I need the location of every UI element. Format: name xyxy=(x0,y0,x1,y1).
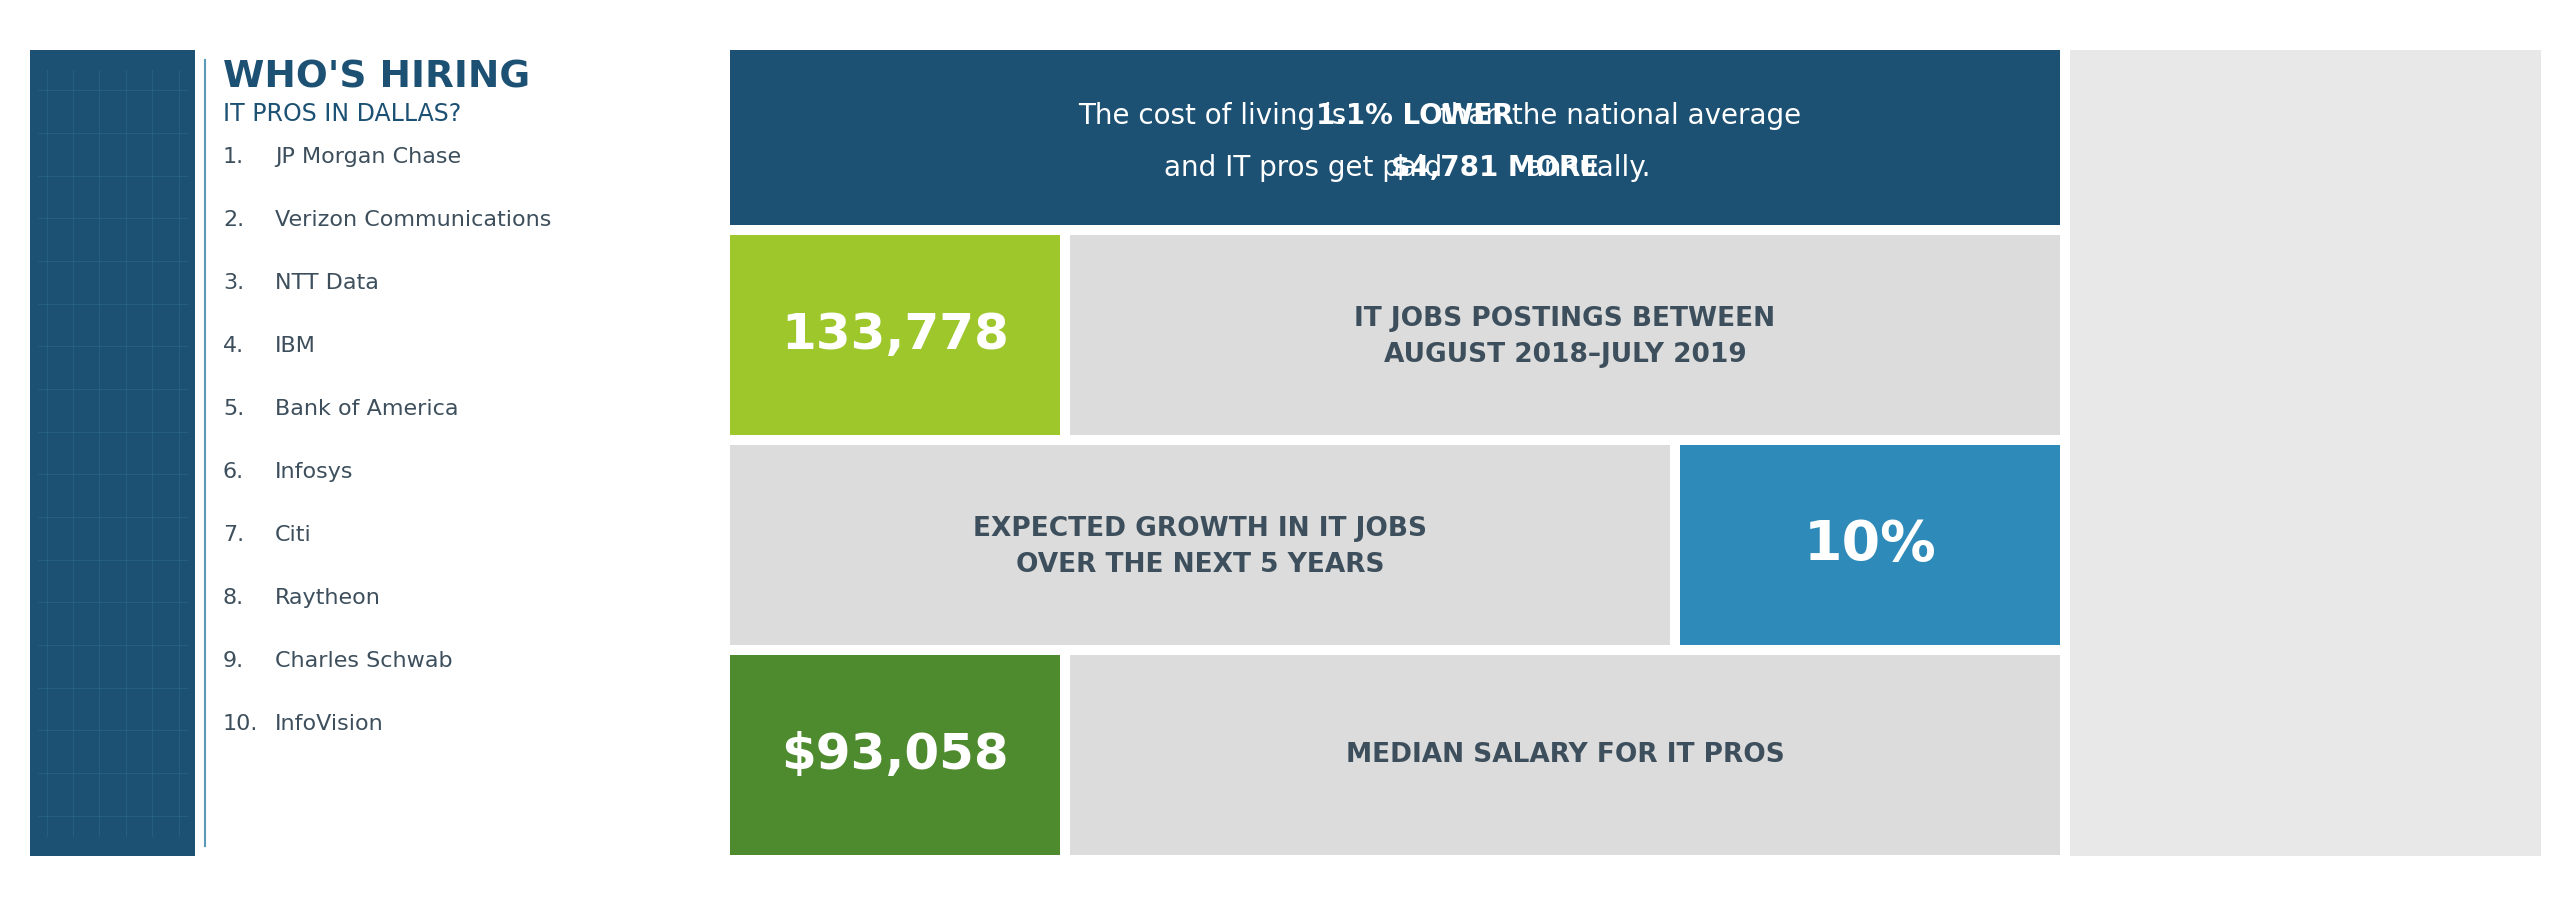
Text: Raytheon: Raytheon xyxy=(276,588,380,608)
Text: 6.: 6. xyxy=(222,462,245,482)
Text: 4.: 4. xyxy=(222,336,245,356)
Text: EXPECTED GROWTH IN IT JOBS: EXPECTED GROWTH IN IT JOBS xyxy=(972,516,1426,542)
Text: JP Morgan Chase: JP Morgan Chase xyxy=(276,147,462,167)
Bar xyxy=(2069,50,2541,856)
Text: InfoVision: InfoVision xyxy=(276,714,383,734)
Text: $93,058: $93,058 xyxy=(781,731,1008,779)
Text: MEDIAN SALARY FOR IT PROS: MEDIAN SALARY FOR IT PROS xyxy=(1344,742,1783,768)
Text: Charles Schwab: Charles Schwab xyxy=(276,651,452,671)
Bar xyxy=(1069,235,2061,435)
Text: OVER THE NEXT 5 YEARS: OVER THE NEXT 5 YEARS xyxy=(1015,552,1385,578)
Text: than the national average: than the national average xyxy=(1431,102,1801,130)
Text: 10%: 10% xyxy=(1804,518,1936,572)
Text: 1.1% LOWER: 1.1% LOWER xyxy=(1316,102,1513,130)
Text: IT PROS IN DALLAS?: IT PROS IN DALLAS? xyxy=(222,102,462,126)
Text: AUGUST 2018–JULY 2019: AUGUST 2018–JULY 2019 xyxy=(1383,342,1747,368)
Text: IT JOBS POSTINGS BETWEEN: IT JOBS POSTINGS BETWEEN xyxy=(1355,306,1775,332)
Text: Bank of America: Bank of America xyxy=(276,399,459,419)
Bar xyxy=(730,50,2061,225)
Bar xyxy=(31,50,194,856)
Text: IBM: IBM xyxy=(276,336,316,356)
Text: 10.: 10. xyxy=(222,714,258,734)
Text: Citi: Citi xyxy=(276,525,311,545)
Text: 133,778: 133,778 xyxy=(781,311,1010,359)
Bar xyxy=(1069,655,2061,855)
Text: The cost of living is: The cost of living is xyxy=(1079,102,1355,130)
Text: WHO'S HIRING: WHO'S HIRING xyxy=(222,60,531,96)
Text: 8.: 8. xyxy=(222,588,245,608)
Bar xyxy=(730,235,1061,435)
Text: 3.: 3. xyxy=(222,273,245,293)
Text: 7.: 7. xyxy=(222,525,245,545)
Bar xyxy=(730,655,1061,855)
Text: NTT Data: NTT Data xyxy=(276,273,380,293)
Bar xyxy=(1681,445,2061,645)
Text: 9.: 9. xyxy=(222,651,245,671)
Text: 2.: 2. xyxy=(222,210,245,230)
Text: and IT pros get paid: and IT pros get paid xyxy=(1163,153,1452,181)
Bar xyxy=(730,445,1671,645)
Text: 5.: 5. xyxy=(222,399,245,419)
Text: $4,781 MORE: $4,781 MORE xyxy=(1390,153,1599,181)
Text: annually.: annually. xyxy=(1518,153,1650,181)
Text: Verizon Communications: Verizon Communications xyxy=(276,210,551,230)
Text: 1.: 1. xyxy=(222,147,245,167)
Text: Infosys: Infosys xyxy=(276,462,355,482)
